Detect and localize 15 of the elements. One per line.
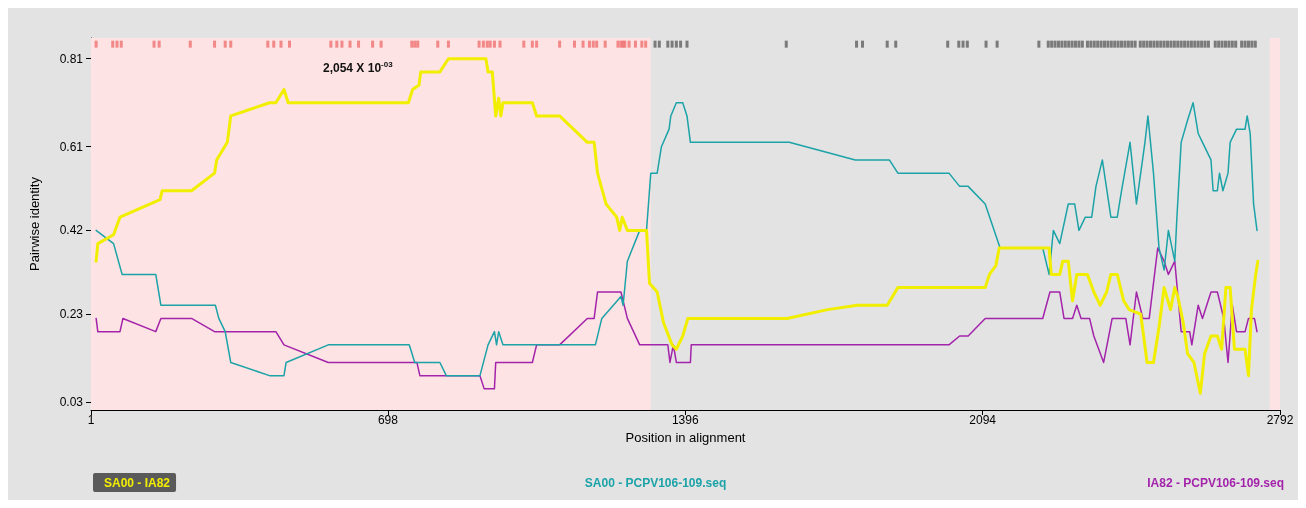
x-tick-label: 2094 bbox=[969, 413, 997, 427]
y-tick-label: 0.61 bbox=[59, 139, 84, 154]
x-tick-label: 2792 bbox=[1266, 413, 1294, 427]
y-tick-label: 0.81 bbox=[59, 51, 84, 66]
y-tick-label: 0.42 bbox=[59, 223, 84, 238]
text: IA82 - PCPV106-109.seq bbox=[1147, 476, 1285, 490]
x-axis-title: Position in alignment bbox=[625, 429, 746, 445]
y-tick-label: 0.03 bbox=[59, 395, 84, 410]
y-tick-label: 0.23 bbox=[59, 307, 84, 322]
y-axis-title: Pairwise identity bbox=[27, 176, 42, 271]
x-tick-label: 1 bbox=[87, 413, 95, 427]
x-tick-label: 698 bbox=[377, 413, 399, 427]
text: SA00 - PCPV106-109.seq bbox=[584, 476, 727, 490]
text: SA00 - IA82 bbox=[104, 476, 171, 490]
x-tick-label: 1396 bbox=[671, 413, 699, 427]
